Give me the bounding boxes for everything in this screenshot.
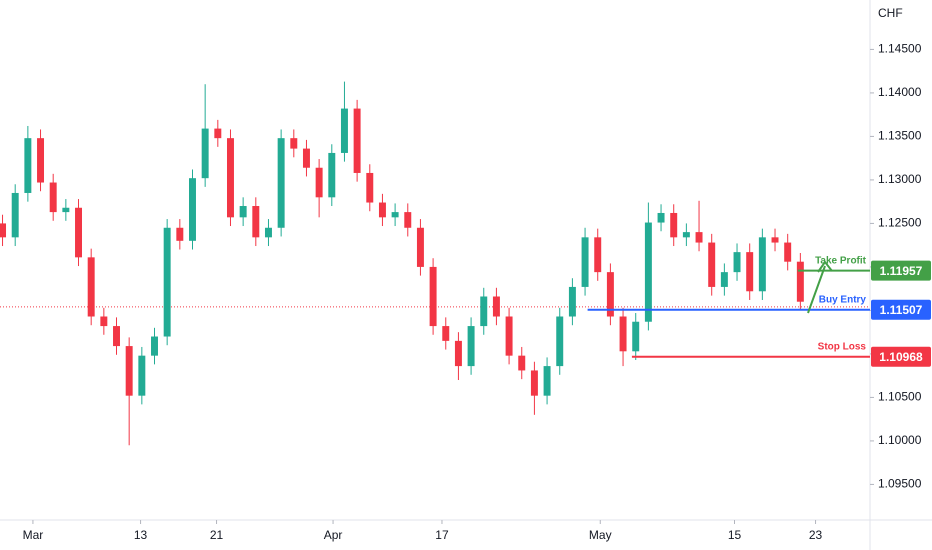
y-tick-label: 1.14500: [878, 42, 922, 56]
candle-body: [189, 178, 196, 241]
candle-body: [151, 336, 158, 356]
candle-body: [670, 212, 678, 238]
candle-body: [75, 207, 82, 258]
candle-body: [619, 316, 627, 352]
candle-body: [606, 272, 614, 317]
candle-body: [100, 316, 108, 327]
candle-body: [505, 316, 513, 356]
candle-body: [24, 138, 32, 193]
y-tick-label: 1.13000: [878, 172, 922, 186]
candle-body: [429, 266, 437, 327]
candle-body: [784, 242, 792, 262]
candle-body: [480, 296, 488, 327]
candle-body: [657, 212, 665, 223]
level-price-label: 1.10968: [879, 350, 923, 364]
candle-body: [290, 138, 298, 149]
candle-body: [125, 346, 133, 396]
candle-body: [796, 261, 804, 302]
candle-body: [543, 366, 551, 396]
candle-body: [720, 272, 728, 287]
candle-body: [264, 227, 272, 238]
candle-body: [771, 237, 779, 243]
y-tick-label: 1.13500: [878, 129, 922, 143]
level-price-label: 1.11507: [880, 303, 923, 317]
x-tick-label: 21: [210, 528, 224, 542]
arrow: [807, 260, 833, 314]
candle-body: [378, 202, 386, 218]
candle-body: [581, 237, 589, 287]
candle-body: [366, 172, 374, 203]
candle-body: [277, 138, 285, 228]
candle-body: [113, 326, 120, 347]
candle-body: [340, 108, 348, 153]
candle-body: [11, 192, 19, 238]
candle-body: [568, 286, 576, 317]
y-tick-label: 1.10500: [878, 390, 922, 404]
candle-body: [467, 326, 475, 367]
candle-body: [594, 237, 602, 273]
candle-body: [492, 296, 500, 317]
candle-body: [530, 370, 538, 396]
candle-body: [315, 167, 323, 198]
candle-body: [214, 128, 222, 139]
level-price-box: [871, 346, 931, 367]
candle-body: [201, 128, 209, 179]
candle-body: [416, 227, 424, 267]
candle-body: [252, 206, 260, 238]
y-axis-label: CHF: [878, 6, 903, 20]
y-tick-label: 1.10000: [878, 433, 922, 447]
candle-body: [87, 257, 95, 317]
candle-body: [556, 316, 564, 367]
candle-body: [644, 222, 652, 322]
candle-body: [239, 206, 247, 218]
candle-body: [746, 252, 754, 292]
candle-body: [353, 108, 361, 173]
level-name: Buy Entry: [819, 294, 867, 305]
candle-body: [454, 340, 462, 367]
candle-body: [682, 232, 690, 238]
candle-body: [632, 321, 640, 352]
level-price-label: 1.11957: [880, 264, 923, 278]
candle-body: [0, 223, 7, 238]
x-tick-label: Mar: [23, 528, 44, 542]
level-price-box: [871, 260, 931, 281]
candle-body: [695, 232, 703, 243]
candle-body: [302, 148, 310, 168]
candle-body: [49, 182, 57, 213]
x-tick-label: 15: [728, 528, 742, 542]
candle-body: [62, 207, 70, 213]
y-tick-label: 1.12500: [878, 216, 922, 230]
candle-body: [37, 138, 45, 183]
plot: 1.095001.100001.105001.110001.115001.120…: [0, 42, 922, 542]
x-tick-label: 17: [435, 528, 449, 542]
candle-body: [138, 355, 146, 396]
level-price-box: [871, 299, 931, 320]
x-tick-label: Apr: [324, 528, 343, 542]
level-name: Stop Loss: [818, 341, 867, 352]
x-tick-label: May: [589, 528, 612, 542]
y-tick-label: 1.14000: [878, 85, 922, 99]
candle-body: [442, 326, 450, 341]
candle-body: [733, 252, 741, 273]
candle-body: [176, 227, 184, 241]
candle-body: [226, 138, 234, 218]
candle-body: [163, 227, 171, 337]
level-name: Take Profit: [815, 255, 867, 266]
x-tick-label: 23: [809, 528, 823, 542]
candle-body: [518, 355, 526, 371]
y-tick-label: 1.09500: [878, 477, 922, 491]
x-tick-label: 13: [134, 528, 148, 542]
candle-body: [404, 212, 412, 228]
candle-body: [391, 212, 399, 218]
candle-body: [708, 242, 716, 287]
candle-body: [328, 152, 336, 198]
candle-body: [758, 237, 766, 292]
